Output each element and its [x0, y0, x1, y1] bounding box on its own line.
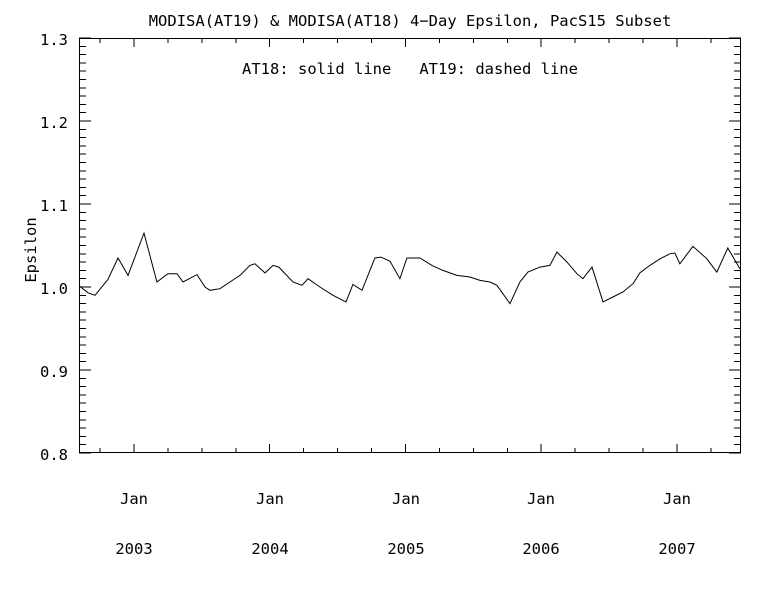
y-tick-label: 1.2 — [40, 114, 68, 132]
x-tick-year: 2005 — [387, 539, 425, 558]
x-tick-month: Jan — [662, 490, 691, 508]
y-tick-label: 1.3 — [40, 31, 68, 49]
plot-area — [79, 37, 741, 454]
x-tick-label: Jan 2006 — [522, 458, 559, 590]
x-tick-month: Jan — [391, 490, 420, 508]
plot-page: { "chart_data": { "type": "line", "title… — [22, 12, 741, 557]
x-tick-month: Jan — [255, 490, 284, 508]
x-tick-year: 2004 — [251, 539, 289, 558]
y-tick-label: 0.8 — [40, 446, 68, 464]
x-tick-label: Jan 2007 — [658, 458, 695, 590]
legend-annotation: AT18: solid line AT19: dashed line — [242, 60, 578, 78]
y-tick-label: 1.1 — [40, 197, 68, 215]
series-line-at18 — [79, 231, 741, 305]
x-tick-year: 2006 — [522, 539, 560, 558]
y-tick-label: 1.0 — [40, 280, 68, 298]
x-tick-year: 2003 — [115, 539, 153, 558]
y-tick-label: 0.9 — [40, 363, 68, 381]
x-tick-label: Jan 2003 — [115, 458, 152, 590]
x-tick-month: Jan — [119, 490, 148, 508]
x-tick-month: Jan — [526, 490, 555, 508]
x-tick-label: Jan 2005 — [387, 458, 424, 590]
x-tick-year: 2007 — [658, 539, 696, 558]
chart-title: MODISA(AT19) & MODISA(AT18) 4−Day Epsilo… — [148, 12, 672, 30]
x-tick-label: Jan 2004 — [251, 458, 288, 590]
